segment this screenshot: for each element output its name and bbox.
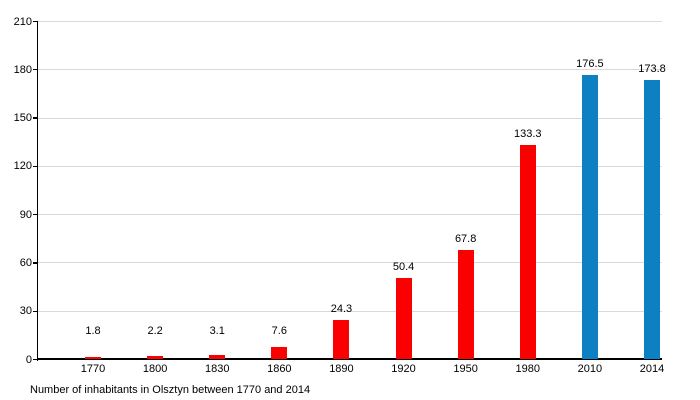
x-axis-label: 1890 xyxy=(329,363,354,375)
y-axis-line xyxy=(36,21,38,361)
bar-value-label: 1.8 xyxy=(85,324,101,337)
y-axis-label: 60 xyxy=(19,256,32,269)
bar-value-label: 24.3 xyxy=(330,303,353,316)
x-axis-label: 1950 xyxy=(453,363,478,375)
x-axis-label: 1770 xyxy=(80,363,106,375)
bar xyxy=(147,355,164,360)
y-axis-label: 180 xyxy=(13,63,32,76)
bar xyxy=(333,320,350,360)
bar-value-label: 173.8 xyxy=(638,62,666,75)
bar xyxy=(519,144,536,360)
y-axis-tick xyxy=(33,20,38,23)
chart-caption: Number of inhabitants in Olsztyn between… xyxy=(30,384,311,396)
y-axis-tick xyxy=(33,214,38,216)
bar xyxy=(457,250,474,360)
y-axis-tick xyxy=(33,262,38,264)
bar xyxy=(395,278,412,360)
y-axis-tick xyxy=(33,165,38,167)
bar-value-label: 3.1 xyxy=(209,324,225,337)
y-axis-label: 0 xyxy=(25,353,32,366)
gridline xyxy=(38,165,662,167)
x-axis-label: 1980 xyxy=(515,363,540,375)
bar xyxy=(643,79,660,360)
x-axis-label: 1800 xyxy=(142,363,168,375)
gridline xyxy=(38,214,662,216)
y-axis-label: 120 xyxy=(13,160,32,173)
y-axis-tick xyxy=(33,358,38,361)
y-axis-label: 90 xyxy=(19,208,32,221)
y-axis-label: 150 xyxy=(13,112,32,125)
gridline xyxy=(38,262,662,264)
bar xyxy=(85,356,101,360)
gridline xyxy=(38,21,662,22)
bar-value-label: 133.3 xyxy=(514,127,542,140)
x-axis-label: 2010 xyxy=(577,363,603,375)
bar xyxy=(581,75,598,360)
bar-value-label: 67.8 xyxy=(454,233,477,246)
bar xyxy=(271,347,288,360)
gridline xyxy=(38,69,662,71)
y-axis-label: 210 xyxy=(13,15,32,28)
x-axis-label: 1830 xyxy=(204,363,230,375)
x-axis-label: 2014 xyxy=(639,363,665,375)
bar-value-label: 2.2 xyxy=(147,324,163,337)
bar-value-label: 176.5 xyxy=(576,58,604,71)
bar-value-label: 7.6 xyxy=(271,324,287,337)
x-axis-label: 1920 xyxy=(391,363,416,375)
y-axis-tick xyxy=(33,310,38,312)
gridline xyxy=(38,117,662,119)
x-axis-label: 1860 xyxy=(267,363,292,375)
y-axis-tick xyxy=(33,117,38,119)
bar xyxy=(209,354,226,360)
bar-value-label: 50.4 xyxy=(392,261,415,274)
y-axis-label: 30 xyxy=(19,305,32,318)
y-axis-tick xyxy=(33,69,38,71)
gridline xyxy=(38,310,662,312)
